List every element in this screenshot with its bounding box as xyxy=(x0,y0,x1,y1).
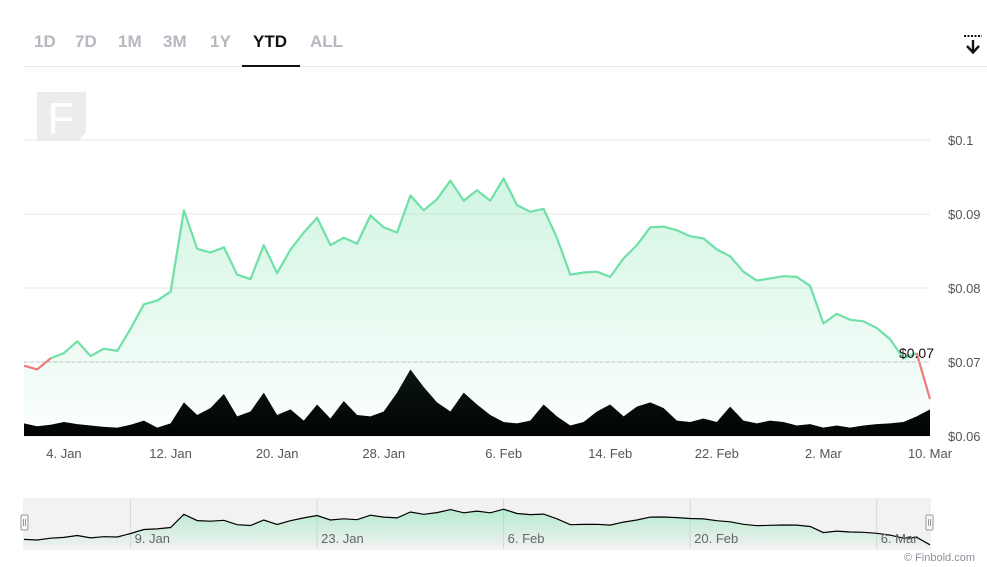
tab-3m[interactable]: 3M xyxy=(163,32,187,51)
x-axis: 4. Jan 12. Jan 20. Jan 28. Jan 6. Feb 14. Feb… xyxy=(46,446,952,461)
x-tick-label: 22. Feb xyxy=(695,446,739,461)
navigator-series-line xyxy=(23,508,931,546)
navigator-area xyxy=(24,509,930,546)
y-axis: $0.1 $0.09 $0.08 $0.07 $0.06 xyxy=(948,133,981,444)
tab-all[interactable]: ALL xyxy=(310,32,344,51)
x-tick-label: 14. Feb xyxy=(588,446,632,461)
reference-line: $0.07 xyxy=(24,345,934,363)
x-tick-label: 2. Mar xyxy=(805,446,843,461)
price-area xyxy=(24,178,930,436)
y-tick-label: $0.1 xyxy=(948,133,973,148)
price-line xyxy=(23,177,932,400)
y-tick-label: $0.09 xyxy=(948,207,981,222)
finbold-credit[interactable]: © Finbold.com xyxy=(903,552,975,564)
y-tick-label: $0.08 xyxy=(948,281,981,296)
y-tick-label: $0.07 xyxy=(948,355,981,370)
price-series-line xyxy=(23,357,52,371)
price-series-line xyxy=(915,352,932,400)
navigator-x-axis: 9. Jan 23. Jan 6. Feb 20. Feb 6. Mar xyxy=(135,531,919,546)
active-tab-underline xyxy=(242,65,300,67)
tab-7d[interactable]: 7D xyxy=(75,32,97,51)
navigator-tick-label: 23. Jan xyxy=(321,531,364,546)
x-tick-label: 12. Jan xyxy=(149,446,192,461)
price-area-fill xyxy=(24,178,930,436)
x-tick-label: 20. Jan xyxy=(256,446,299,461)
x-tick-label: 6. Feb xyxy=(485,446,522,461)
finbold-logo-icon: F xyxy=(37,92,86,143)
svg-text:F: F xyxy=(48,94,75,143)
navigator-tick-label: 6. Feb xyxy=(508,531,545,546)
navigator[interactable]: 9. Jan 23. Jan 6. Feb 20. Feb 6. Mar xyxy=(20,498,934,550)
navigator-tick-label: 6. Mar xyxy=(881,531,919,546)
price-series-line xyxy=(50,177,918,360)
y-tick-label: $0.06 xyxy=(948,429,981,444)
x-tick-label: 4. Jan xyxy=(46,446,81,461)
navigator-tick-label: 20. Feb xyxy=(694,531,738,546)
navigator-line xyxy=(23,508,931,546)
download-icon[interactable] xyxy=(962,32,984,56)
reference-line-label: $0.07 xyxy=(899,345,934,361)
tab-ytd[interactable]: YTD xyxy=(253,32,287,51)
range-tab-bar: 1D 7D 1M 3M 1Y YTD ALL xyxy=(24,22,987,67)
tab-1m[interactable]: 1M xyxy=(118,32,142,51)
x-tick-label: 28. Jan xyxy=(362,446,405,461)
x-tick-label: 10. Mar xyxy=(908,446,953,461)
navigator-left-handle[interactable] xyxy=(20,514,29,531)
tab-1d[interactable]: 1D xyxy=(34,32,56,51)
navigator-tick-label: 9. Jan xyxy=(135,531,170,546)
navigator-right-handle[interactable] xyxy=(925,514,934,531)
tab-1y[interactable]: 1Y xyxy=(210,32,231,51)
